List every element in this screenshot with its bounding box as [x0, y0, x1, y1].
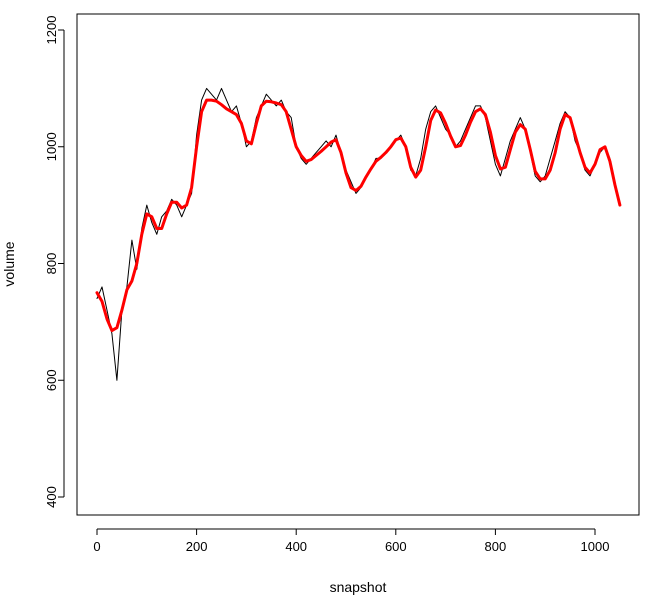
raw-volume-line: [96, 87, 621, 381]
y-tick-label: 1000: [44, 132, 59, 161]
smoothed-volume-series: [95, 98, 622, 333]
plot-frame: [76, 13, 640, 516]
x-tick-label: 600: [385, 539, 407, 554]
x-axis-label: snapshot: [330, 579, 387, 595]
y-tick-label: 1200: [44, 16, 59, 45]
x-tick-label: 0: [93, 539, 100, 554]
y-tick-label: 600: [44, 369, 59, 391]
raw-volume-series: [96, 87, 621, 381]
x-tick-label: 200: [186, 539, 208, 554]
x-axis: 0 200 400 600 800 1000: [93, 528, 610, 554]
y-tick-label: 800: [44, 253, 59, 275]
x-tick-label: 1000: [581, 539, 610, 554]
y-tick-label: 400: [44, 486, 59, 508]
x-tick-label: 800: [485, 539, 507, 554]
y-axis: 400 600 800 1000 1200: [44, 16, 65, 508]
x-tick-label: 400: [285, 539, 307, 554]
smoothed-trend-line: [95, 98, 622, 333]
y-axis-label: volume: [1, 241, 17, 286]
